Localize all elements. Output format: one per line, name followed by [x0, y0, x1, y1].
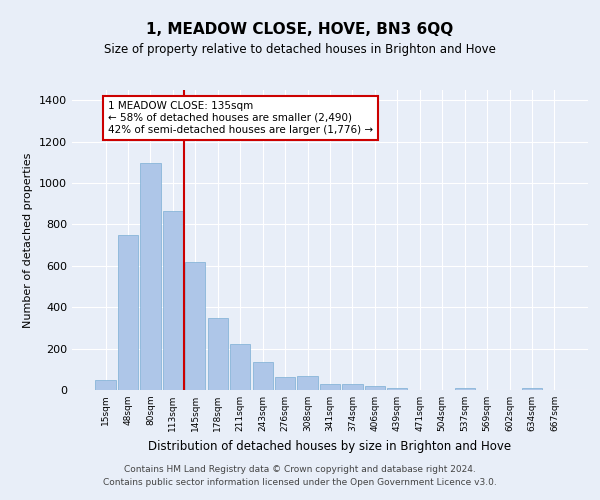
- Text: 1, MEADOW CLOSE, HOVE, BN3 6QQ: 1, MEADOW CLOSE, HOVE, BN3 6QQ: [146, 22, 454, 38]
- Bar: [95, 380, 116, 390]
- Bar: [320, 384, 340, 390]
- Bar: [522, 388, 542, 390]
- Bar: [140, 164, 161, 390]
- X-axis label: Distribution of detached houses by size in Brighton and Hove: Distribution of detached houses by size …: [148, 440, 512, 452]
- Bar: [298, 376, 317, 390]
- Bar: [343, 384, 362, 390]
- Bar: [275, 376, 295, 390]
- Bar: [365, 386, 385, 390]
- Text: Size of property relative to detached houses in Brighton and Hove: Size of property relative to detached ho…: [104, 42, 496, 56]
- Bar: [230, 344, 250, 390]
- Y-axis label: Number of detached properties: Number of detached properties: [23, 152, 34, 328]
- Bar: [253, 362, 273, 390]
- Bar: [185, 262, 205, 390]
- Bar: [455, 388, 475, 390]
- Text: 1 MEADOW CLOSE: 135sqm
← 58% of detached houses are smaller (2,490)
42% of semi-: 1 MEADOW CLOSE: 135sqm ← 58% of detached…: [108, 102, 373, 134]
- Text: Contains HM Land Registry data © Crown copyright and database right 2024.: Contains HM Land Registry data © Crown c…: [124, 466, 476, 474]
- Bar: [387, 388, 407, 390]
- Text: Contains public sector information licensed under the Open Government Licence v3: Contains public sector information licen…: [103, 478, 497, 487]
- Bar: [163, 211, 183, 390]
- Bar: [118, 235, 138, 390]
- Bar: [208, 318, 228, 390]
